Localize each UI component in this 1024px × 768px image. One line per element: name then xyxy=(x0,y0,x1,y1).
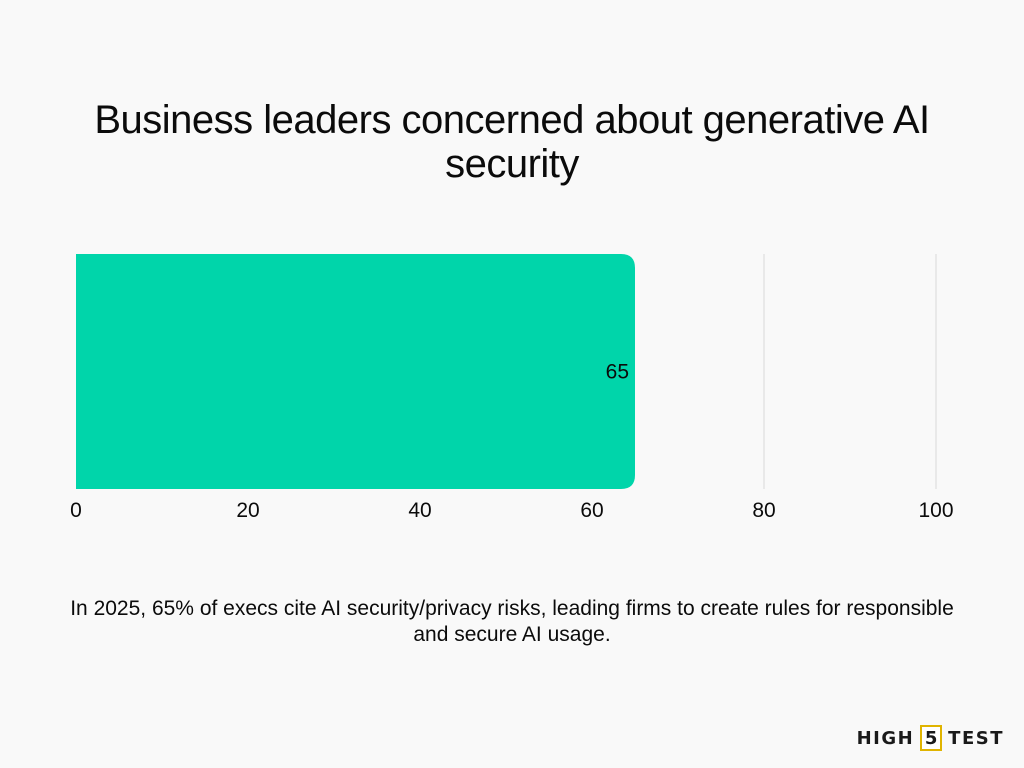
brand-logo: HIGH 5 TEST xyxy=(857,724,1004,752)
chart-caption: In 2025, 65% of execs cite AI security/p… xyxy=(70,597,954,646)
x-tick-label-40: 40 xyxy=(408,499,431,522)
x-tick-label-80: 80 xyxy=(752,499,775,522)
bar-0 xyxy=(76,254,635,489)
x-tick-label-20: 20 xyxy=(236,499,259,522)
x-tick-label-100: 100 xyxy=(918,499,953,522)
x-tick-label-60: 60 xyxy=(580,499,603,522)
x-tick-label-0: 0 xyxy=(70,499,82,522)
brand-logo-left: HIGH xyxy=(856,727,915,749)
chart-title: Business leaders concerned about generat… xyxy=(94,98,930,186)
data-label-0: 65 xyxy=(606,361,629,384)
brand-logo-number: 5 xyxy=(920,725,943,751)
brand-logo-right: TEST xyxy=(948,727,1004,749)
